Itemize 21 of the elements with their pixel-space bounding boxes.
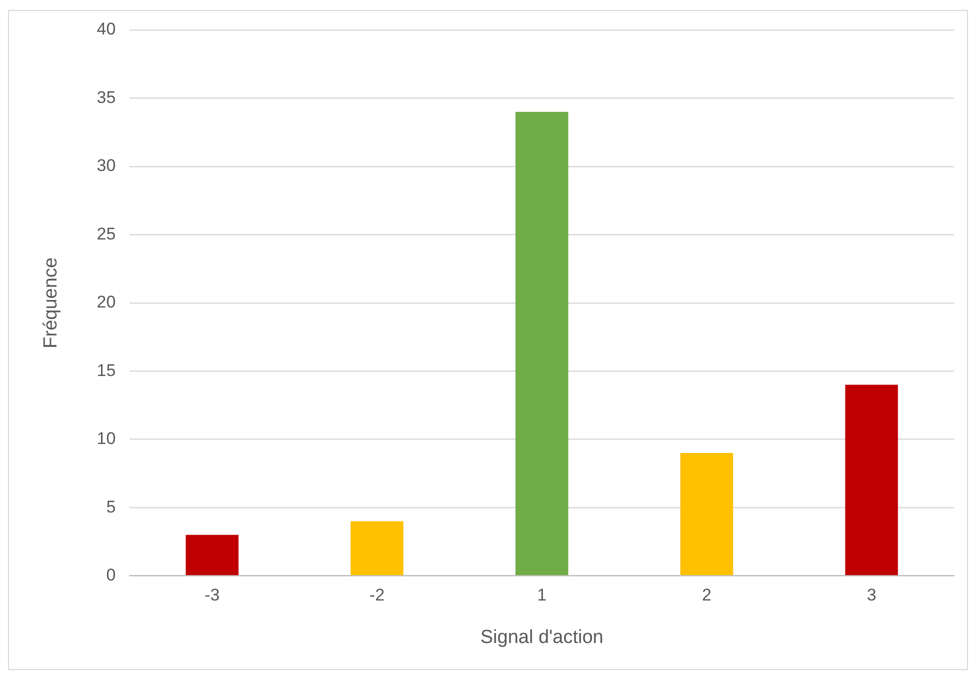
y-tick-label: 20: [96, 292, 116, 312]
x-axis-title: Signal d'action: [480, 626, 604, 648]
y-tick-label: 35: [96, 88, 116, 107]
bar: [515, 112, 568, 576]
x-tick-label: -3: [204, 586, 220, 605]
y-tick-label: 5: [106, 497, 116, 516]
y-tick-label: 25: [96, 224, 116, 244]
x-tick-label: 1: [537, 586, 547, 605]
x-tick-label: 3: [866, 586, 876, 605]
y-tick-label: 15: [96, 360, 116, 380]
x-tick-label: -2: [369, 586, 385, 605]
bar: [186, 534, 239, 576]
bar: [680, 452, 734, 576]
y-axis-title: Fréquence: [40, 257, 62, 348]
y-tick-label: 30: [96, 156, 116, 176]
y-tick-label: 10: [96, 429, 116, 448]
y-tick-label: 0: [106, 565, 116, 584]
bar: [350, 521, 404, 576]
bar: [845, 384, 898, 576]
x-tick-label: 2: [702, 586, 712, 605]
y-tick-label: 40: [96, 20, 116, 39]
